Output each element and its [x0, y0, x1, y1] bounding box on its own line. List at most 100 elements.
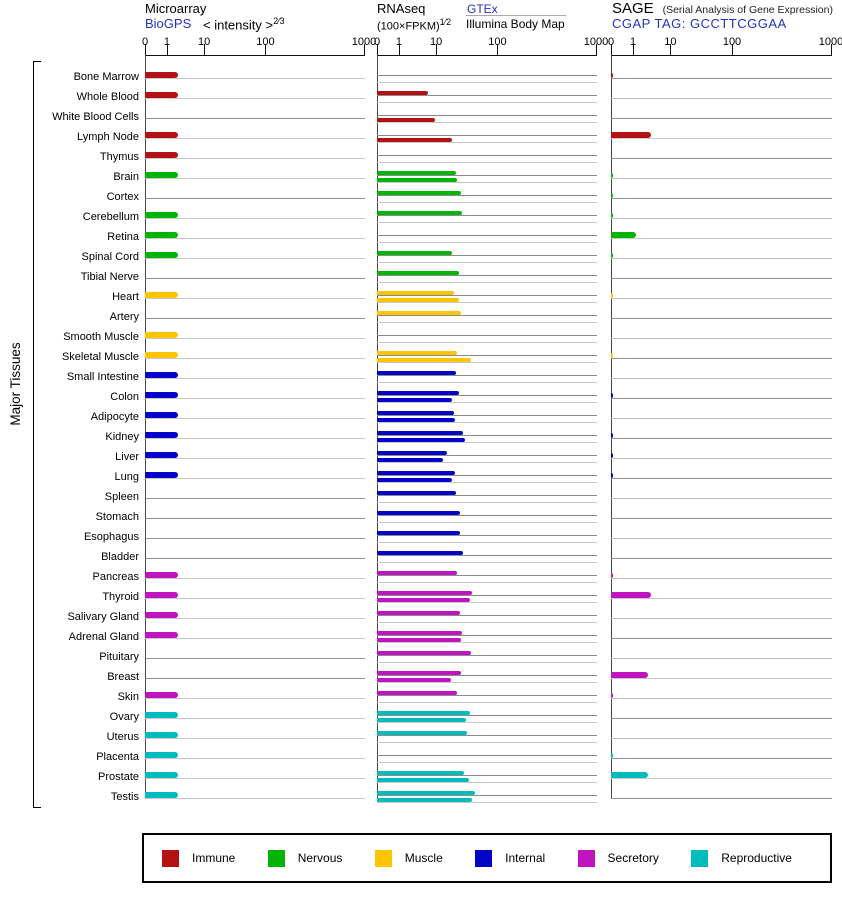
gtex-row-line — [377, 395, 597, 396]
microarray-bar-retina — [145, 232, 179, 238]
microarray-bar-smooth-muscle — [145, 332, 179, 338]
gtex-row-line — [377, 515, 597, 516]
illumina-row-line — [377, 162, 597, 163]
illumina-row-line — [377, 262, 597, 263]
legend-swatch-nervous — [267, 849, 285, 867]
row-line — [611, 398, 832, 399]
row-line — [145, 338, 365, 339]
gtex-link[interactable]: GTEx — [467, 2, 498, 16]
rnaseq-panel-title: RNAseq — [377, 1, 426, 16]
row-line — [145, 138, 365, 139]
microarray-bar-small-intestine — [145, 372, 179, 378]
gtex-row-line — [377, 695, 597, 696]
illumina-row-line — [377, 682, 597, 683]
row-line — [145, 118, 365, 119]
biogps-link[interactable]: BioGPS — [145, 16, 192, 31]
axis-tick-label: 1 — [395, 36, 402, 48]
sage-bar-lymph-node — [611, 132, 652, 138]
rnaseq-gtex-bar-tibial-nerve — [377, 271, 459, 275]
rnaseq-gtex-bar-heart — [377, 291, 454, 295]
illumina-row-line — [377, 242, 597, 243]
illumina-row-line — [377, 702, 597, 703]
gtex-row-line — [377, 135, 597, 136]
rnaseq-gtex-bar-liver — [377, 451, 448, 455]
rnaseq-illumina-bar-lymph-node — [377, 138, 453, 142]
row-line — [611, 258, 832, 259]
gtex-row-line — [377, 175, 597, 176]
tissue-label-breast: Breast — [107, 671, 139, 683]
tissue-label-uterus: Uterus — [106, 731, 139, 743]
axis-tick-mark — [497, 44, 499, 55]
axis-tick-mark — [145, 44, 146, 55]
gtex-row-line — [377, 735, 597, 736]
axis-tick-mark — [398, 44, 400, 55]
gtex-row-line — [377, 615, 597, 616]
row-line — [611, 298, 832, 299]
tissue-label-pituitary: Pituitary — [99, 651, 139, 663]
microarray-bar-bone-marrow — [145, 72, 179, 78]
sage-panel-title: SAGE — [612, 0, 654, 17]
illumina-row-line — [377, 462, 597, 463]
rnaseq-gtex-bar-skin — [377, 691, 458, 695]
row-line — [611, 638, 832, 639]
row-line — [611, 558, 832, 559]
axis-tick-mark — [732, 44, 733, 55]
legend-item-immune: Immune — [162, 849, 235, 867]
rnaseq-illumina-bar-liver — [377, 458, 444, 462]
row-line — [145, 318, 365, 319]
illumina-row-line — [377, 322, 597, 323]
gtex-row-line — [377, 655, 597, 656]
illumina-row-line — [377, 402, 597, 403]
axis-line — [611, 55, 832, 56]
gtex-row-line — [377, 535, 597, 536]
axis-tick-label: 1000 — [818, 36, 842, 48]
rnaseq-gtex-bar-prostate — [377, 771, 464, 775]
row-line — [611, 118, 832, 119]
axis-tick-mark — [265, 44, 267, 55]
row-line — [145, 398, 365, 399]
panel-left-border — [377, 55, 378, 798]
row-line — [611, 338, 832, 339]
gtex-row-line — [377, 775, 597, 776]
rnaseq-gtex-bar-spinal-cord — [377, 251, 453, 255]
tissue-label-testis: Testis — [110, 791, 139, 803]
tissue-label-adipocyte: Adipocyte — [90, 411, 139, 423]
sage-bar-cortex — [611, 193, 614, 198]
axis-tick-mark — [436, 44, 438, 55]
row-line — [611, 658, 832, 659]
legend-label-muscle: Muscle — [404, 851, 443, 865]
cgap-tag-link[interactable]: CGAP TAG: GCCTTCGGAA — [612, 16, 787, 31]
microarray-bar-cerebellum — [145, 212, 179, 218]
row-line — [145, 258, 365, 259]
axis-tick-label: 1000 — [351, 36, 377, 48]
rnaseq-gtex-bar-stomach — [377, 511, 460, 515]
row-line — [145, 158, 365, 159]
row-line — [611, 798, 832, 799]
row-line — [611, 518, 832, 519]
row-line — [145, 538, 365, 539]
row-line — [145, 358, 365, 359]
tissue-label-colon: Colon — [110, 391, 139, 403]
row-line — [611, 158, 832, 159]
illumina-row-line — [377, 482, 597, 483]
tissue-label-skin: Skin — [117, 691, 139, 703]
axis-tick-mark — [204, 44, 206, 55]
axis-tick-label: 0 — [607, 36, 615, 48]
sage-bar-skeletal-muscle — [611, 353, 614, 358]
illumina-row-line — [377, 182, 597, 183]
sage-subtitle: (Serial Analysis of Gene Expression) — [662, 4, 833, 16]
row-line — [611, 438, 832, 439]
panel-left-border — [145, 55, 146, 798]
microarray-scale-label: < intensity >2⁄3 — [203, 16, 285, 33]
row-line — [145, 778, 365, 779]
row-line — [145, 98, 365, 99]
gtex-row-line — [377, 595, 597, 596]
illumina-row-line — [377, 522, 597, 523]
axis-tick-label: 1 — [163, 36, 170, 48]
rnaseq-scale-exponent: 1⁄2 — [439, 17, 452, 27]
row-line — [611, 618, 832, 619]
rnaseq-illumina-bar-adipocyte — [377, 418, 455, 422]
illumina-row-line — [377, 502, 597, 503]
rnaseq-gtex-bar-cerebellum — [377, 211, 462, 215]
row-line — [611, 378, 832, 379]
